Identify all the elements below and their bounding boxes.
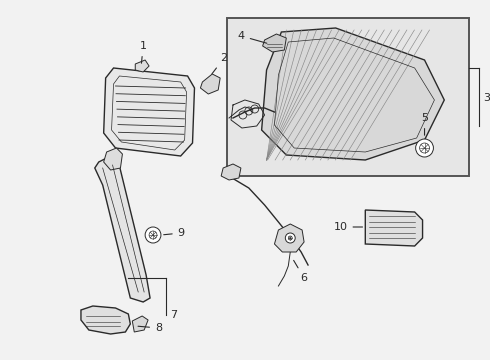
Polygon shape	[132, 316, 148, 332]
Circle shape	[145, 227, 161, 243]
Polygon shape	[262, 28, 444, 160]
Polygon shape	[95, 158, 150, 302]
Polygon shape	[104, 68, 195, 156]
Text: 8: 8	[138, 323, 162, 333]
Text: 5: 5	[421, 113, 428, 135]
Text: 7: 7	[170, 310, 177, 320]
Text: 3: 3	[483, 93, 490, 103]
Polygon shape	[81, 306, 130, 334]
Text: 1: 1	[140, 41, 147, 63]
Polygon shape	[263, 34, 286, 52]
Polygon shape	[135, 60, 149, 72]
Polygon shape	[366, 210, 422, 246]
Polygon shape	[200, 74, 220, 94]
Text: 10: 10	[334, 222, 363, 232]
Text: 6: 6	[294, 260, 308, 283]
Polygon shape	[104, 148, 122, 170]
Text: 2: 2	[212, 53, 228, 74]
Polygon shape	[221, 164, 241, 180]
Circle shape	[416, 139, 434, 157]
Circle shape	[285, 233, 295, 243]
Bar	[227, 18, 469, 176]
Polygon shape	[274, 224, 304, 252]
Text: 4: 4	[238, 31, 267, 43]
Text: 9: 9	[164, 228, 185, 238]
